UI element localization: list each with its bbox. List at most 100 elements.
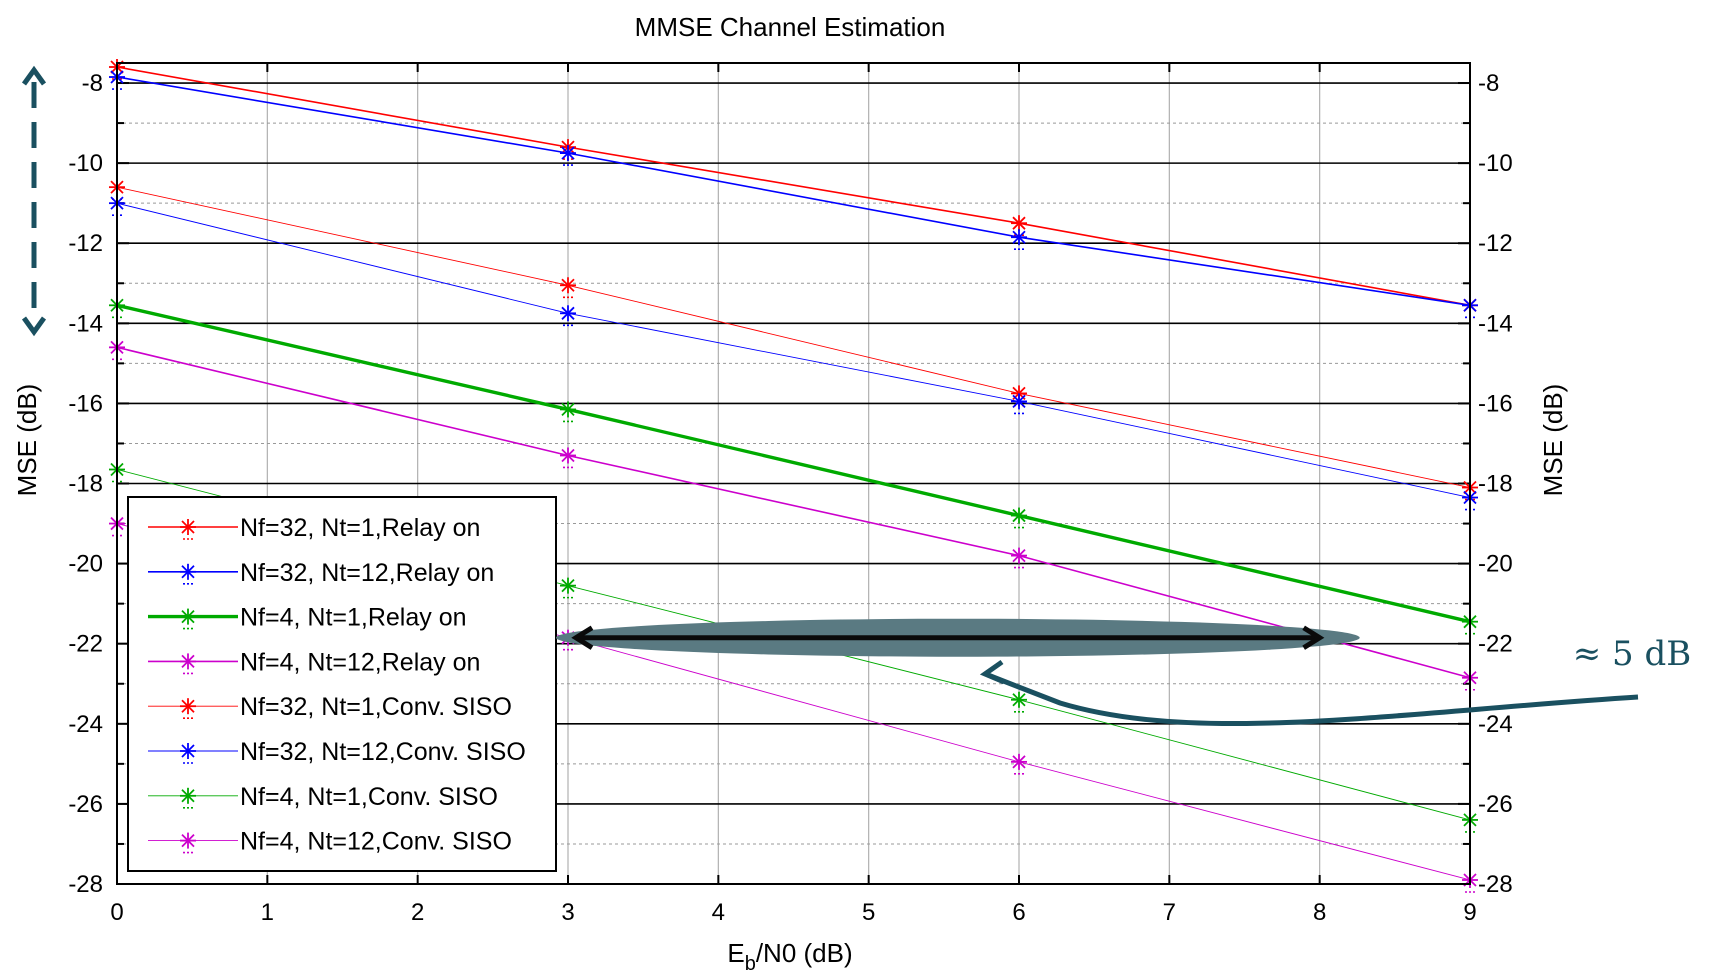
- legend-label: Nf=4, Nt=12,Conv. SISO: [240, 828, 512, 856]
- legend-label: Nf=32, Nt=12,Conv. SISO: [240, 738, 526, 766]
- x-tick-label: 7: [1163, 899, 1176, 926]
- marker-stroke: [1012, 508, 1026, 523]
- data-point-marker: [560, 277, 576, 299]
- marker-stroke: [1012, 755, 1026, 769]
- legend-item: Nf=4, Nt=12,Conv. SISO: [148, 828, 512, 856]
- legend-item: Nf=4, Nt=1,Relay on: [148, 604, 467, 632]
- legend-label: Nf=32, Nt=1,Relay on: [240, 514, 480, 542]
- marker-stroke: [561, 448, 575, 463]
- marker-stroke: [181, 520, 195, 534]
- data-point-marker: [180, 787, 196, 809]
- marker-stroke: [1012, 548, 1026, 563]
- y-tick-label-left: -14: [68, 310, 103, 337]
- legend-item: Nf=32, Nt=1,Relay on: [148, 514, 480, 542]
- x-axis-label-rest: /N0 (dB): [756, 938, 853, 968]
- y-tick-label-right: -28: [1478, 871, 1513, 898]
- legend-item: Nf=4, Nt=1,Conv. SISO: [148, 783, 498, 811]
- up-arrowhead-icon: [21, 65, 47, 86]
- data-point-marker: [180, 653, 196, 675]
- legend-label: Nf=4, Nt=12,Relay on: [240, 648, 480, 676]
- data-point-marker: [1011, 691, 1027, 713]
- y-tick-labels: -8 -10 -12 -14 -16 -18 -20 -22 -24 -26 -28 -8 -10 -12…: [68, 70, 1512, 898]
- data-point-marker: [180, 563, 196, 585]
- plot-frame: [116, 62, 1471, 885]
- x-tick-label: 9: [1463, 899, 1476, 926]
- y-tick-label-right: -26: [1478, 791, 1513, 818]
- marker-stroke: [1012, 230, 1026, 244]
- right-arrowhead-icon: [1302, 625, 1325, 650]
- x-tick-label: 3: [561, 899, 574, 926]
- y-tick-label-left: -8: [82, 70, 103, 97]
- y-tick-label-right: -20: [1478, 551, 1513, 578]
- series-line: [116, 346, 1471, 679]
- y-axis-label-right: MSE (dB): [1538, 384, 1568, 497]
- x-tick-label: 2: [411, 899, 424, 926]
- y-tick-label-right: -12: [1478, 230, 1513, 257]
- legend-label: Nf=4, Nt=1,Conv. SISO: [240, 783, 498, 811]
- y-tick-label-left: -10: [68, 150, 103, 177]
- legend-item: Nf=32, Nt=12,Relay on: [148, 559, 494, 587]
- series-line: [116, 303, 1471, 624]
- y-tick-label-left: -26: [68, 791, 103, 818]
- y-tick-label-right: -14: [1478, 310, 1513, 337]
- y-tick-label-left: -28: [68, 871, 103, 898]
- legend: Nf=32, Nt=1,Relay on Nf=32, Nt=12,Relay o…: [127, 496, 557, 872]
- marker-stroke: [181, 789, 195, 803]
- legend-label: Nf=32, Nt=1,Conv. SISO: [240, 693, 512, 721]
- legend-label: Nf=32, Nt=12,Relay on: [240, 559, 494, 587]
- x-tick-label: 4: [712, 899, 725, 926]
- marker-stroke: [181, 744, 195, 758]
- marker-stroke: [181, 699, 195, 713]
- y-tick-label-right: -22: [1478, 631, 1513, 658]
- marker-stroke: [561, 278, 575, 292]
- y-tick-label-left: -20: [68, 551, 103, 578]
- data-point-marker: [1011, 215, 1027, 236]
- marker-stroke: [181, 609, 195, 624]
- curved-pointer-arrow: [987, 672, 1639, 727]
- data-point-marker: [1011, 753, 1027, 775]
- data-point-marker: [180, 698, 196, 720]
- series-line: [116, 66, 1471, 307]
- marker-stroke: [561, 146, 575, 160]
- marker-stroke: [181, 833, 195, 848]
- down-arrowhead-icon: [21, 316, 47, 337]
- marker-stroke: [181, 654, 195, 669]
- chart-title: MMSE Channel Estimation: [635, 12, 946, 42]
- x-axis-label-subscript: b: [745, 953, 756, 975]
- data-point-marker: [180, 743, 196, 764]
- x-tick-label: 8: [1313, 899, 1326, 926]
- marker-stroke: [181, 565, 195, 579]
- curved-arrowhead-icon: [979, 659, 1005, 685]
- series-line: [116, 202, 1471, 498]
- y-tick-label-left: -22: [68, 631, 103, 658]
- legend-item: Nf=32, Nt=1,Conv. SISO: [148, 693, 512, 721]
- y-tick-label-right: -18: [1478, 471, 1513, 498]
- y-tick-label-left: -18: [68, 471, 103, 498]
- data-point-marker: [180, 832, 196, 854]
- left-arrowhead-icon: [571, 625, 594, 650]
- legend-item: Nf=4, Nt=12,Relay on: [148, 648, 480, 676]
- marker-stroke: [561, 402, 575, 417]
- x-tick-labels: 0 1 2 3 4 5 6 7 8 9: [110, 899, 1476, 926]
- legend-item: Nf=32, Nt=12,Conv. SISO: [148, 738, 526, 766]
- y-axis-label-left: MSE (dB): [12, 384, 42, 497]
- x-tick-label: 0: [110, 899, 123, 926]
- data-point-marker: [560, 401, 576, 423]
- y-tick-label-right: -10: [1478, 150, 1513, 177]
- data-point-marker: [1011, 507, 1027, 529]
- data-point-marker: [1011, 393, 1027, 415]
- marker-stroke: [1012, 394, 1026, 409]
- x-tick-label: 1: [261, 899, 274, 926]
- series-line: [116, 76, 1471, 307]
- annotations: ≈ 5 dB: [21, 65, 1691, 727]
- y-tick-label-left: -16: [68, 390, 103, 417]
- vertical-range-arrow: [21, 65, 47, 337]
- marker-stroke: [561, 579, 575, 593]
- y-tick-label-left: -12: [68, 230, 103, 257]
- legend-label: Nf=4, Nt=1,Relay on: [240, 604, 467, 632]
- marker-stroke: [561, 306, 575, 320]
- data-point-marker: [560, 305, 576, 327]
- x-axis-label-main: E: [727, 938, 744, 968]
- data-point-marker: [560, 577, 576, 599]
